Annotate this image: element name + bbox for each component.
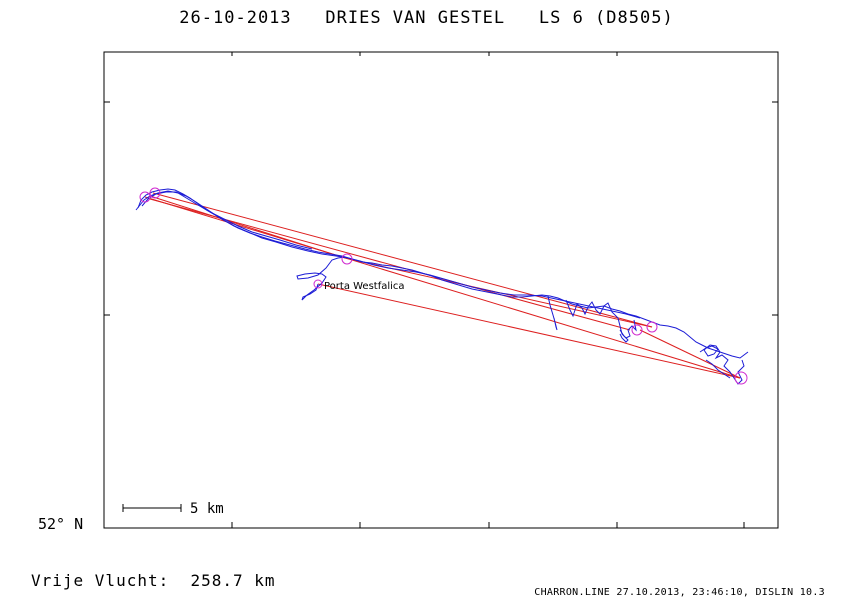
flight-title: 26-10-2013 DRIES VAN GESTEL LS 6 (D8505) xyxy=(0,8,853,28)
axis-ticks xyxy=(104,52,778,528)
turnpoint xyxy=(646,321,658,333)
turnpoints xyxy=(139,187,748,385)
turnpoint-start xyxy=(139,191,151,203)
scale-label: 5 km xyxy=(190,501,224,517)
flight-track xyxy=(135,188,749,385)
pilot-name: DRIES VAN GESTEL xyxy=(325,8,506,28)
turnpoint xyxy=(341,253,353,265)
map-frame xyxy=(103,51,779,529)
free-flight-distance: Vrije Vlucht: 258.7 km xyxy=(31,571,276,590)
turnpoint xyxy=(313,279,323,289)
free-flight-label: Vrije Vlucht: xyxy=(31,571,170,590)
glider-id: LS 6 (D8505) xyxy=(538,8,674,28)
scale-bar xyxy=(122,504,182,512)
flight-date: 26-10-2013 xyxy=(179,8,292,28)
turnpoint xyxy=(734,371,748,385)
free-flight-value: 258.7 km xyxy=(190,571,276,590)
turnpoint xyxy=(149,187,161,199)
turnpoint xyxy=(631,324,643,336)
software-info: CHARRON.LINE 27.10.2013, 23:46:10, DISLI… xyxy=(534,587,825,598)
latitude-label: 52° N xyxy=(38,515,84,533)
task-lines xyxy=(144,192,741,379)
place-label-porta-westfalica: Porta Westfalica xyxy=(324,281,405,292)
